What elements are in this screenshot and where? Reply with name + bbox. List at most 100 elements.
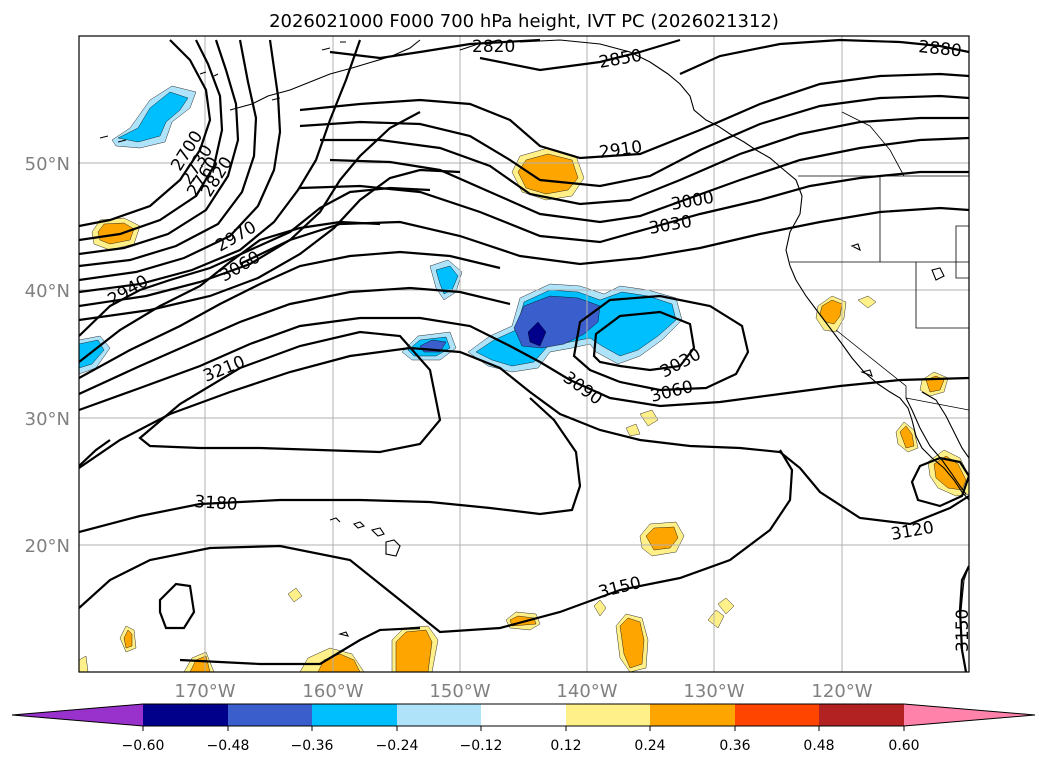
longitude-labels: 170°W 160°W 150°W 140°W 130°W 120°W [174, 681, 872, 702]
contour-2820-north [329, 38, 541, 60]
figure-title: 2026021000 F000 700 hPa height, IVT PC (… [269, 11, 779, 32]
colorbar-tick-label: −0.12 [460, 738, 503, 754]
contour-label: 3180 [194, 492, 239, 515]
hawaii-islands [329, 517, 401, 557]
positive-anomaly-region [645, 526, 679, 551]
colorbar: −0.60 −0.48 −0.36 −0.24 −0.12 0.12 0.24 … [11, 703, 1036, 754]
positive-anomaly-region [395, 629, 433, 672]
aleutian-islands [99, 41, 346, 143]
positive-anomaly-region [625, 423, 641, 437]
contour-2970-west [79, 220, 381, 363]
canada-interior-border [841, 111, 905, 177]
contour-2760 [79, 39, 240, 256]
lon-label: 160°W [302, 681, 363, 702]
colorbar-tick-label: 0.24 [634, 738, 665, 754]
negative-anomaly-region [527, 321, 547, 347]
contour-3030-low [592, 310, 696, 372]
lat-label: 40°N [25, 281, 70, 302]
baja-coastline [905, 391, 969, 495]
map-panel: 2820 2850 2880 2910 3000 3030 2700 2730 … [78, 35, 973, 673]
contour-2880 [679, 38, 969, 76]
lon-label: 150°W [429, 681, 490, 702]
contour-2940-west [79, 186, 431, 337]
graticule [79, 36, 969, 672]
contour-3030-west [79, 286, 511, 395]
height-contours [79, 38, 969, 672]
contour-3060-north [239, 206, 969, 266]
positive-anomaly-region [899, 425, 915, 449]
contour-label: 2820 [472, 37, 515, 57]
small-islands [338, 243, 945, 637]
contour-west-edge [79, 439, 111, 467]
contour-2940 [299, 94, 969, 188]
latitude-labels: 50°N 40°N 30°N 20°N [25, 154, 70, 557]
contour-2730 [79, 39, 224, 242]
contour-small-low [158, 582, 196, 630]
contour-3060-low [572, 294, 750, 392]
colorbar-cell [650, 704, 735, 726]
coastlines [99, 39, 969, 637]
state-borders [790, 176, 969, 411]
contour-3150-south [179, 626, 421, 666]
colorbar-tick-label: 0.60 [888, 738, 919, 754]
positive-anomaly-region [857, 295, 877, 309]
lat-label: 50°N [25, 154, 70, 175]
contour-3150-east [958, 565, 969, 672]
colorbar-cell [397, 704, 481, 726]
colorbar-tick-label: −0.24 [376, 738, 419, 754]
positive-anomaly-region [79, 655, 89, 672]
positive-anomaly-region [593, 599, 607, 617]
colorbar-tick-label: 0.48 [803, 738, 834, 754]
colorbar-tick-label: 0.36 [719, 738, 750, 754]
positive-anomaly-region [517, 153, 579, 195]
colorbar-cell [312, 704, 397, 726]
contour-3030-north [299, 170, 969, 244]
negative-anomaly-region [117, 91, 189, 143]
contour-2790 [79, 39, 258, 268]
colorbar-tick-labels: −0.60 −0.48 −0.36 −0.24 −0.12 0.12 0.24 … [122, 726, 920, 754]
positive-anomaly-region [717, 597, 735, 615]
colorbar-cell [735, 704, 819, 726]
colorbar-cell [481, 704, 566, 726]
lon-label: 130°W [683, 681, 744, 702]
lat-label: 30°N [25, 409, 70, 430]
contour-3150 [79, 449, 794, 634]
colorbar-cell [143, 704, 228, 726]
contour-label: 2880 [917, 37, 962, 61]
colorbar-extend-max [904, 704, 1035, 726]
contour-3090 [79, 316, 969, 412]
contour-2880-west [79, 111, 421, 308]
map-frame [78, 35, 970, 673]
contour-3000-west [79, 250, 501, 379]
contour-2700 [79, 39, 212, 228]
lat-label: 20°N [25, 536, 70, 557]
lon-label: 140°W [556, 681, 617, 702]
colorbar-cell [228, 704, 312, 726]
contour-label: 3150 [953, 609, 973, 652]
colorbar-extend-min [12, 704, 143, 726]
contour-3120 [79, 346, 969, 526]
colorbar-cell [819, 704, 904, 726]
contour-2970 [320, 116, 969, 206]
colorbar-tick-label: −0.48 [207, 738, 250, 754]
positive-anomaly-region [933, 455, 967, 491]
lon-label: 170°W [174, 681, 235, 702]
contour-2850-west [79, 39, 362, 294]
positive-anomaly-region [619, 617, 645, 669]
colorbar-tick-label: −0.60 [122, 738, 165, 754]
contour-2910 [299, 72, 969, 160]
positive-anomaly-region [707, 609, 725, 629]
contour-2820-west [79, 39, 282, 282]
contour-2910-west [79, 168, 461, 322]
contour-3180 [79, 397, 582, 534]
positive-anomaly-region [123, 629, 133, 649]
lon-label: 120°W [811, 681, 872, 702]
colorbar-tick-label: 0.12 [550, 738, 581, 754]
contour-2850 [479, 38, 681, 72]
positive-anomaly-region [287, 587, 303, 603]
contour-3120-east [910, 456, 969, 508]
colorbar-cell [566, 704, 650, 726]
colorbar-tick-label: −0.36 [291, 738, 334, 754]
contour-3210 [138, 330, 442, 454]
